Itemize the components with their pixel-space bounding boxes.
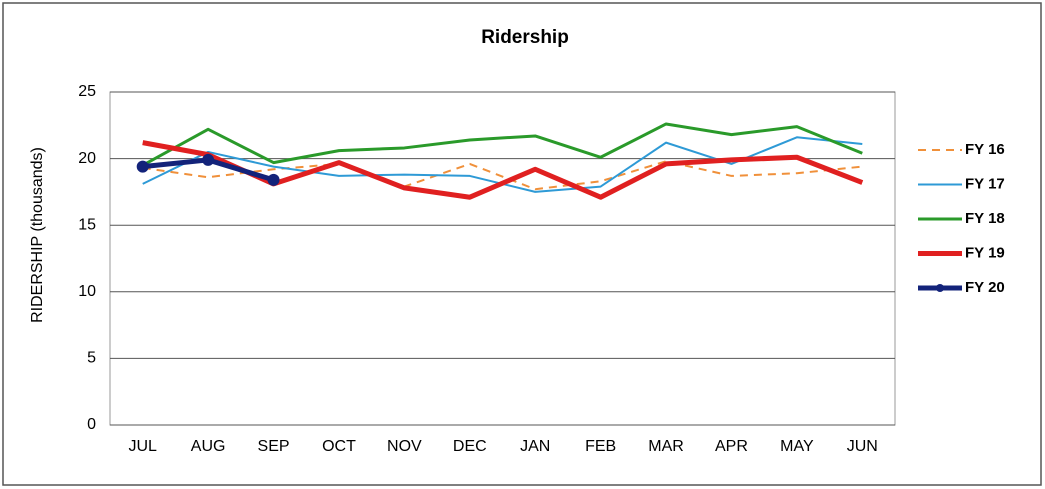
- x-tick-label: DEC: [453, 438, 487, 455]
- x-tick-label: JUN: [847, 438, 878, 455]
- y-tick-label: 25: [78, 83, 96, 100]
- series-line: [142, 160, 863, 191]
- legend-text: FY 18: [965, 210, 1005, 227]
- x-tick-label: SEP: [258, 438, 290, 455]
- legend-text: FY 17: [965, 175, 1005, 192]
- series-marker: [267, 173, 280, 186]
- legend-text: FY 19: [965, 244, 1005, 261]
- x-tick-label: AUG: [191, 438, 226, 455]
- x-tick-label: APR: [715, 438, 748, 455]
- x-tick-label: MAY: [780, 438, 814, 455]
- x-tick-label: NOV: [387, 438, 422, 455]
- x-tick-label: FEB: [585, 438, 616, 455]
- series-line: [141, 122, 863, 167]
- y-tick-label: 5: [87, 350, 96, 367]
- legend-marker: [936, 284, 944, 292]
- series-marker: [136, 160, 149, 173]
- legend-text: FY 16: [965, 141, 1005, 158]
- y-tick-label: 0: [87, 416, 96, 433]
- x-tick-label: JUL: [128, 438, 157, 455]
- y-tick-label: 20: [78, 150, 96, 167]
- y-tick-label: 10: [78, 283, 96, 300]
- x-tick-label: MAR: [648, 438, 684, 455]
- chart-title: Ridership: [481, 27, 569, 48]
- series-marker: [202, 153, 215, 166]
- y-axis-label: RIDERSHIP (thousands): [29, 147, 46, 323]
- y-tick-label: 15: [78, 216, 96, 233]
- x-tick-label: OCT: [322, 438, 356, 455]
- legend-text: FY 20: [965, 279, 1005, 296]
- x-tick-label: JAN: [520, 438, 550, 455]
